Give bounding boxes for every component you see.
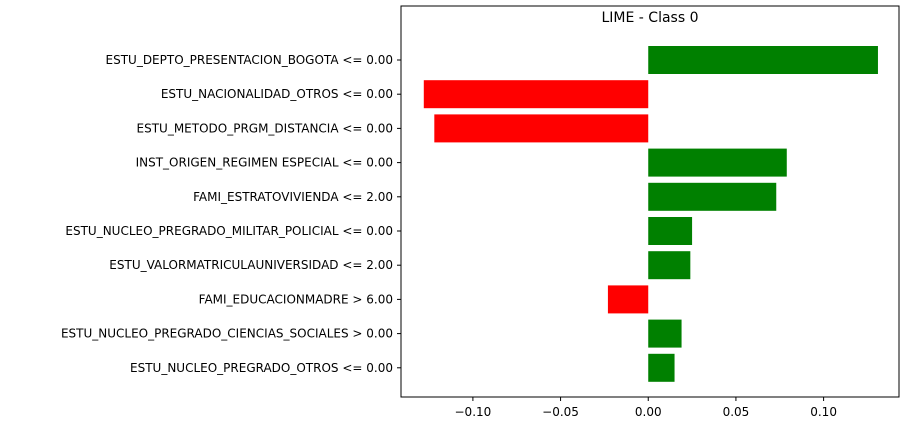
x-tick-label: 0.05 — [723, 405, 750, 419]
bar — [648, 46, 878, 74]
y-tick-label: FAMI_EDUCACIONMADRE > 6.00 — [199, 292, 393, 306]
bars-layer — [423, 46, 878, 382]
x-tick-label: −0.05 — [542, 405, 579, 419]
y-tick-label: INST_ORIGEN_REGIMEN ESPECIAL <= 0.00 — [136, 156, 393, 170]
bar — [648, 353, 675, 382]
bar — [648, 182, 777, 211]
x-tick-label: −0.10 — [455, 405, 492, 419]
bar — [648, 319, 682, 348]
plot-frame — [400, 5, 900, 398]
y-tick-label: ESTU_METODO_PRGM_DISTANCIA <= 0.00 — [137, 121, 394, 135]
x-tick-label: 0.00 — [635, 405, 662, 419]
y-tick-label: ESTU_VALORMATRICULAUNIVERSIDAD <= 2.00 — [109, 258, 393, 272]
y-tick-label: FAMI_ESTRATOVIVIENDA <= 2.00 — [193, 190, 393, 204]
bar — [648, 217, 693, 245]
chart-title: LIME - Class 0 — [602, 10, 699, 26]
x-tick-label: 0.10 — [810, 405, 837, 419]
y-tick-label: ESTU_DEPTO_PRESENTACION_BOGOTA <= 0.00 — [106, 53, 394, 67]
bar — [434, 114, 649, 143]
y-tick-label: ESTU_NUCLEO_PREGRADO_CIENCIAS_SOCIALES >… — [61, 327, 393, 341]
bar — [648, 148, 787, 177]
bar — [423, 80, 649, 109]
y-tick-label: ESTU_NUCLEO_PREGRADO_MILITAR_POLICIAL <=… — [65, 224, 393, 238]
y-tick-label: ESTU_NUCLEO_PREGRADO_OTROS <= 0.00 — [130, 361, 393, 375]
y-tick-labels: ESTU_DEPTO_PRESENTACION_BOGOTA <= 0.00 ES… — [61, 53, 401, 375]
y-tick-label: ESTU_NACIONALIDAD_OTROS <= 0.00 — [161, 87, 393, 101]
bar — [607, 285, 649, 314]
bar — [648, 251, 691, 280]
x-ticks: −0.10 −0.05 0.00 0.05 0.10 — [455, 397, 837, 419]
